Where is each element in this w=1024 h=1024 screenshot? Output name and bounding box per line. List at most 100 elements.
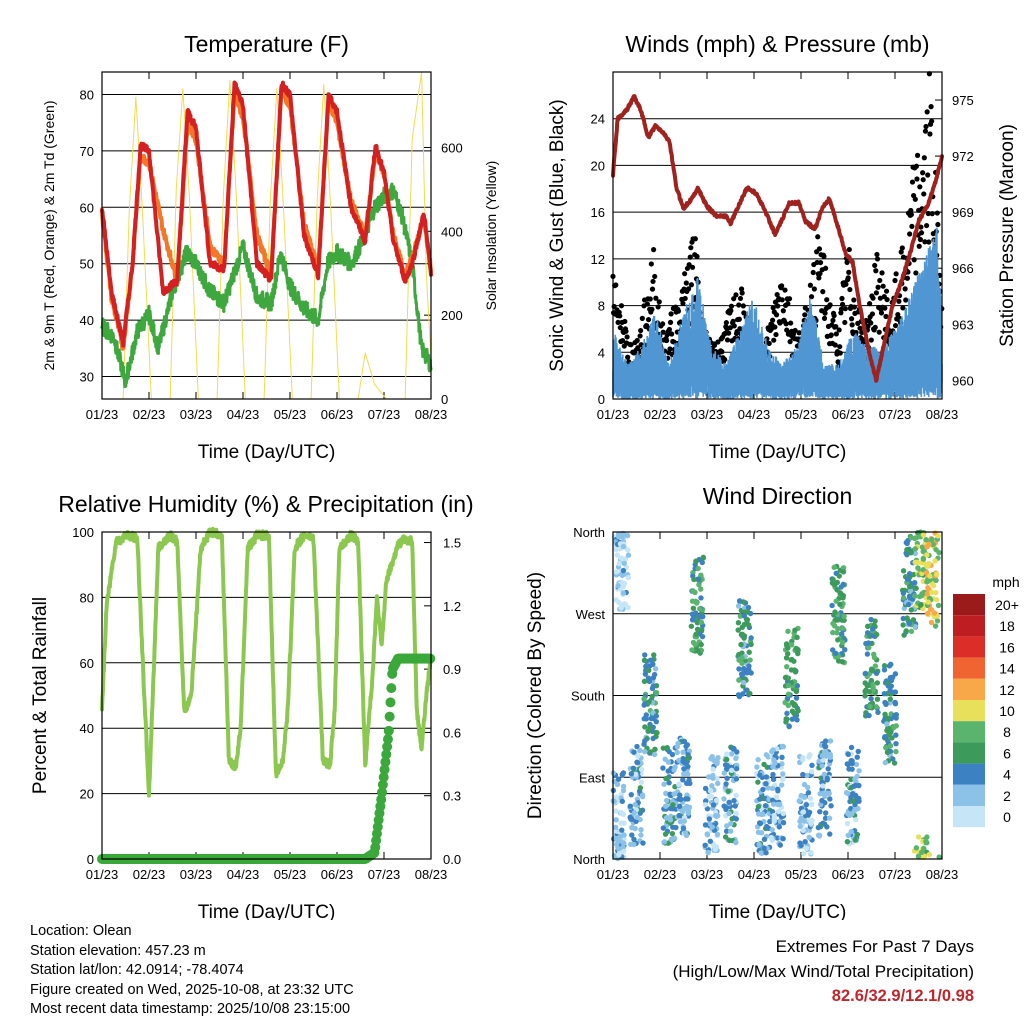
timestamp-text: Most recent data timestamp: 2025/10/08 2… <box>30 1001 351 1017</box>
direction-point <box>683 743 689 749</box>
gust-point <box>870 295 876 301</box>
direction-point <box>807 795 814 802</box>
gust-point <box>872 324 878 330</box>
direction-point <box>747 657 753 663</box>
direction-point <box>680 749 686 755</box>
gust-point <box>923 123 929 130</box>
direction-point <box>680 825 687 832</box>
gust-point <box>770 305 776 311</box>
humidity-y2-tick-label: 0.0 <box>443 852 461 867</box>
direction-point <box>640 840 646 846</box>
gust-point <box>857 325 863 331</box>
direction-point <box>854 831 861 838</box>
gust-point <box>667 319 674 325</box>
chart-canvas: 01/23 02/23 03/23 04/23 05/23 06/23 07/23 08/23… <box>30 31 1020 920</box>
gust-point <box>796 330 802 336</box>
direction-point <box>627 803 633 809</box>
direction-point <box>628 771 635 777</box>
dewpoint-point <box>195 262 199 267</box>
gust-point <box>902 286 908 292</box>
gust-point <box>715 339 721 345</box>
gust-point <box>655 304 661 310</box>
direction-point <box>744 617 751 623</box>
dewpoint-point <box>329 251 333 255</box>
gust-point <box>848 316 855 322</box>
dewpoint-point <box>164 320 168 324</box>
dewpoint-point <box>266 293 270 297</box>
dewpoint-point <box>129 360 133 364</box>
gust-point <box>839 301 846 307</box>
direction-point <box>927 606 934 613</box>
direction-point <box>908 628 915 635</box>
direction-point <box>780 820 787 826</box>
direction-point <box>862 670 869 677</box>
direction-point <box>892 699 898 706</box>
dewpoint-point <box>163 315 167 319</box>
direction-point <box>671 767 677 773</box>
direction-point <box>724 823 730 829</box>
direction-point <box>634 743 640 750</box>
dewpoint-point <box>272 291 277 295</box>
humidity-x-label: Time (Day/UTC) <box>198 902 336 920</box>
direction-point <box>735 603 742 609</box>
dewpoint-point <box>121 365 126 369</box>
gust-point <box>821 253 827 259</box>
direction-point <box>739 660 745 666</box>
direction-point <box>702 822 709 828</box>
gust-point <box>927 131 933 137</box>
colorbar-title: mph <box>992 574 1019 590</box>
gust-point <box>928 104 934 110</box>
gust-point <box>816 275 822 281</box>
direction-point <box>763 752 770 758</box>
direction-point <box>744 609 751 615</box>
gust-point <box>878 310 885 316</box>
direction-point <box>865 623 871 630</box>
direction-point <box>815 824 822 831</box>
gust-point <box>844 259 850 265</box>
gust-point <box>916 243 922 249</box>
direction-point <box>778 782 785 788</box>
direction-point <box>698 572 704 578</box>
direction-point <box>819 763 825 769</box>
direction-point <box>643 712 649 718</box>
dewpoint-point <box>323 277 327 281</box>
gust-point <box>820 289 826 295</box>
direction-point <box>906 571 913 577</box>
dewpoint-line <box>100 182 433 389</box>
direction-point <box>792 702 799 709</box>
direction-point <box>733 810 739 817</box>
direction-point <box>933 589 939 596</box>
dewpoint-point <box>108 330 112 335</box>
direction-point <box>616 560 623 567</box>
direction-point <box>769 837 775 844</box>
dewpoint-point <box>397 198 401 203</box>
dewpoint-point <box>148 315 153 319</box>
dewpoint-point <box>427 367 431 371</box>
gust-point <box>639 315 645 321</box>
winds-title: Winds (mph) & Pressure (mb) <box>625 31 929 57</box>
gust-point <box>682 295 688 302</box>
direction-point <box>650 683 657 689</box>
direction-x-tick-label: 03/23 <box>691 867 724 882</box>
direction-point <box>674 749 680 756</box>
gust-point <box>688 282 694 288</box>
gust-point <box>711 342 718 348</box>
dewpoint-point <box>212 284 216 289</box>
gust-point <box>907 231 913 237</box>
direction-point <box>721 796 727 802</box>
direction-point <box>849 790 856 797</box>
dewpoint-point <box>226 287 230 291</box>
direction-point <box>839 658 846 665</box>
direction-point <box>851 783 857 789</box>
direction-point <box>708 793 715 800</box>
rainfall-point <box>378 772 389 783</box>
direction-point <box>747 690 753 697</box>
direction-point <box>704 831 710 837</box>
direction-point <box>883 701 889 708</box>
gust-point <box>617 325 623 331</box>
direction-point <box>661 839 668 845</box>
gust-point <box>802 312 808 318</box>
gust-point <box>877 295 883 301</box>
dewpoint-point <box>402 232 406 236</box>
direction-point <box>815 832 822 838</box>
